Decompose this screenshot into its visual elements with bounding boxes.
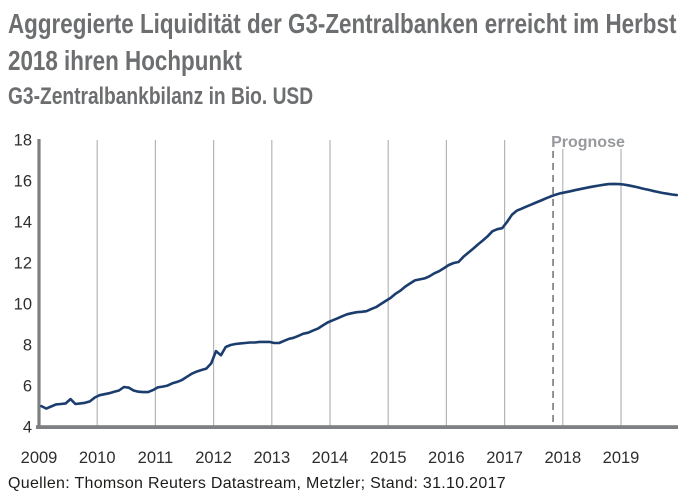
chart-header: Aggregierte Liquidität der G3-Zentralban… xyxy=(8,5,684,111)
x-tick-label: 2012 xyxy=(195,449,232,467)
y-tick-label: 18 xyxy=(14,132,32,150)
x-tick-label: 2017 xyxy=(486,449,523,467)
x-tick-label: 2014 xyxy=(312,449,349,467)
source-note: Quellen: Thomson Reuters Datastream, Met… xyxy=(8,475,506,492)
chart-title: Aggregierte Liquidität der G3-Zentralban… xyxy=(8,8,677,76)
x-tick-label: 2015 xyxy=(370,449,407,467)
prognose-label: Prognose xyxy=(551,134,625,151)
y-tick-label: 16 xyxy=(14,173,32,191)
y-tick-label: 12 xyxy=(14,255,32,273)
y-tick-label: 8 xyxy=(23,337,32,355)
x-tick-label: 2018 xyxy=(544,449,581,467)
x-tick-label: 2011 xyxy=(138,449,173,467)
x-tick-label: 2013 xyxy=(253,449,290,467)
series-line xyxy=(40,182,679,410)
x-tick-label: 2019 xyxy=(603,449,640,467)
chart-subtitle: G3-Zentralbankbilanz in Bio. USD xyxy=(8,83,314,110)
forecast-label-bg xyxy=(549,132,636,149)
x-tick-label: 2009 xyxy=(21,449,58,467)
y-tick-label: 14 xyxy=(14,214,32,232)
x-axis xyxy=(36,425,679,429)
x-tick-label: 2010 xyxy=(79,449,116,467)
y-tick-label: 6 xyxy=(23,378,32,396)
y-axis xyxy=(37,139,41,429)
x-tick-label: 2016 xyxy=(428,449,465,467)
y-tick-label: 4 xyxy=(23,419,32,437)
y-tick-label: 10 xyxy=(14,296,32,314)
